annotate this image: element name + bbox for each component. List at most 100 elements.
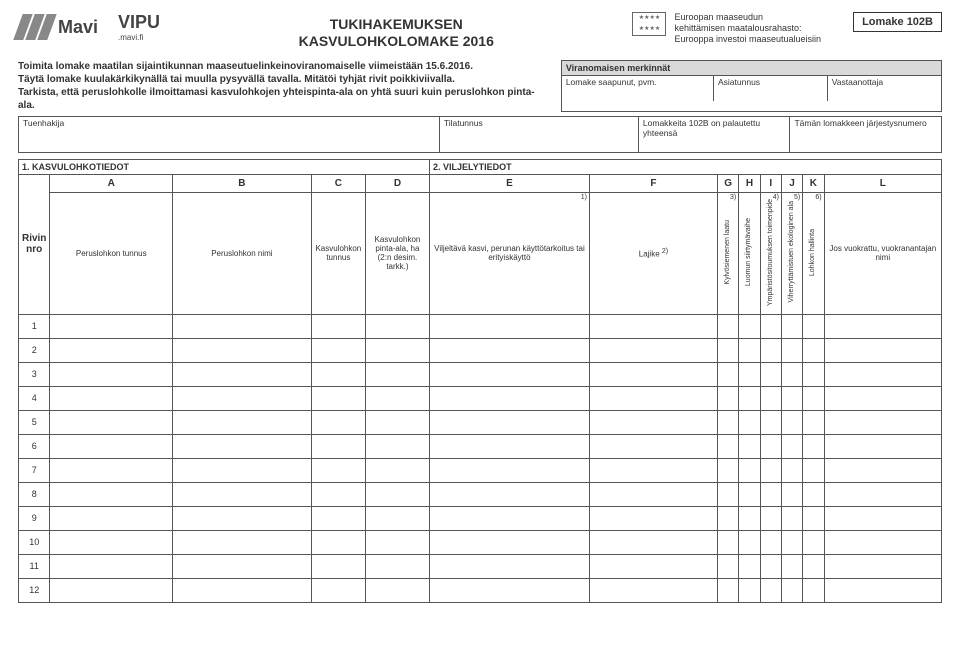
data-cell bbox=[824, 434, 941, 458]
intro-line2: Täytä lomake kuulakärkikynällä tai muull… bbox=[18, 74, 455, 85]
data-cell bbox=[365, 530, 429, 554]
data-cell bbox=[739, 314, 760, 338]
table-row: 10 bbox=[19, 530, 942, 554]
data-cell bbox=[429, 314, 589, 338]
data-cell bbox=[365, 458, 429, 482]
field-tilatunnus: Tilatunnus bbox=[439, 116, 638, 153]
col-letter-c: C bbox=[311, 174, 365, 192]
data-cell bbox=[311, 554, 365, 578]
col-letter-k: K bbox=[803, 174, 824, 192]
auth-col-asiatunnus: Asiatunnus bbox=[713, 76, 827, 101]
data-cell bbox=[739, 506, 760, 530]
data-cell bbox=[739, 578, 760, 602]
data-cell bbox=[781, 506, 802, 530]
row-number-cell: 9 bbox=[19, 506, 50, 530]
col-label-e: 1)Viljeltävä kasvi, perunan käyttötarkoi… bbox=[429, 192, 589, 314]
col-label-c: Kasvulohkon tunnus bbox=[311, 192, 365, 314]
field-jarjestysnumero: Tämän lomakkeen järjestysnumero bbox=[789, 116, 942, 153]
data-cell bbox=[50, 530, 173, 554]
header: Mavi VIPU .mavi.fi TUKIHAKEMUKSEN KASVUL… bbox=[18, 12, 942, 50]
data-cell bbox=[365, 578, 429, 602]
data-cell bbox=[429, 434, 589, 458]
data-cell bbox=[50, 362, 173, 386]
title-line1: TUKIHAKEMUKSEN bbox=[184, 16, 608, 33]
data-cell bbox=[803, 386, 824, 410]
row-number-cell: 1 bbox=[19, 314, 50, 338]
col-label-k: 6)Lohkon hallinta bbox=[803, 192, 824, 314]
col-letter-e: E bbox=[429, 174, 589, 192]
col-rivi-label: Rivin nro bbox=[19, 174, 50, 314]
intro-line1: Toimita lomake maatilan sijaintikunnan m… bbox=[18, 61, 473, 72]
data-cell bbox=[429, 554, 589, 578]
col-label-d: Kasvulohkon pinta-ala, ha (2:n desim. ta… bbox=[365, 192, 429, 314]
vipu-sublabel: .mavi.fi bbox=[118, 33, 160, 42]
data-cell bbox=[803, 410, 824, 434]
data-cell bbox=[173, 434, 312, 458]
table-row: 12 bbox=[19, 578, 942, 602]
data-cell bbox=[717, 338, 738, 362]
data-cell bbox=[739, 410, 760, 434]
data-cell bbox=[760, 338, 781, 362]
data-cell bbox=[589, 386, 717, 410]
eu-block: Euroopan maaseudun kehittämisen maatalou… bbox=[632, 12, 821, 44]
data-cell bbox=[739, 458, 760, 482]
data-cell bbox=[824, 314, 941, 338]
data-cell bbox=[760, 554, 781, 578]
data-cell bbox=[173, 506, 312, 530]
data-cell bbox=[173, 362, 312, 386]
main-table: 1. KASVULOHKOTIEDOT 2. VILJELYTIEDOT Riv… bbox=[18, 159, 942, 603]
data-cell bbox=[50, 578, 173, 602]
data-cell bbox=[739, 386, 760, 410]
data-cell bbox=[311, 578, 365, 602]
data-cell bbox=[429, 338, 589, 362]
data-cell bbox=[311, 410, 365, 434]
row-number-cell: 5 bbox=[19, 410, 50, 434]
table-row: 7 bbox=[19, 458, 942, 482]
data-cell bbox=[781, 314, 802, 338]
authority-title: Viranomaisen merkinnät bbox=[562, 61, 941, 76]
col-label-b: Peruslohkon nimi bbox=[173, 192, 312, 314]
data-cell bbox=[589, 578, 717, 602]
col-label-g: 3)Kylvösiemenen laatu bbox=[717, 192, 738, 314]
mavi-logo: Mavi bbox=[18, 14, 98, 40]
data-cell bbox=[429, 506, 589, 530]
data-cell bbox=[365, 482, 429, 506]
data-cell bbox=[824, 554, 941, 578]
data-cell bbox=[311, 314, 365, 338]
row-number-cell: 11 bbox=[19, 554, 50, 578]
data-cell bbox=[824, 386, 941, 410]
intro-row: Toimita lomake maatilan sijaintikunnan m… bbox=[18, 60, 942, 112]
data-cell bbox=[824, 458, 941, 482]
row-number-cell: 4 bbox=[19, 386, 50, 410]
data-cell bbox=[50, 506, 173, 530]
data-cell bbox=[365, 506, 429, 530]
col-label-f: Lajike 2) bbox=[589, 192, 717, 314]
data-cell bbox=[311, 530, 365, 554]
data-cell bbox=[803, 338, 824, 362]
col-label-a: Peruslohkon tunnus bbox=[50, 192, 173, 314]
col-letter-b: B bbox=[173, 174, 312, 192]
data-cell bbox=[589, 530, 717, 554]
data-cell bbox=[739, 554, 760, 578]
col-letter-g: G bbox=[717, 174, 738, 192]
data-cell bbox=[781, 362, 802, 386]
row-number-cell: 8 bbox=[19, 482, 50, 506]
data-cell bbox=[781, 554, 802, 578]
data-cell bbox=[717, 530, 738, 554]
data-cell bbox=[739, 530, 760, 554]
data-cell bbox=[429, 530, 589, 554]
data-cell bbox=[429, 458, 589, 482]
data-cell bbox=[311, 362, 365, 386]
data-cell bbox=[589, 362, 717, 386]
data-cell bbox=[803, 314, 824, 338]
data-cell bbox=[311, 482, 365, 506]
data-cell bbox=[50, 410, 173, 434]
vipu-logo: VIPU .mavi.fi bbox=[118, 12, 160, 42]
data-cell bbox=[717, 362, 738, 386]
authority-box: Viranomaisen merkinnät Lomake saapunut, … bbox=[561, 60, 942, 112]
data-cell bbox=[760, 482, 781, 506]
data-cell bbox=[589, 458, 717, 482]
data-cell bbox=[824, 482, 941, 506]
data-cell bbox=[739, 482, 760, 506]
data-cell bbox=[429, 410, 589, 434]
